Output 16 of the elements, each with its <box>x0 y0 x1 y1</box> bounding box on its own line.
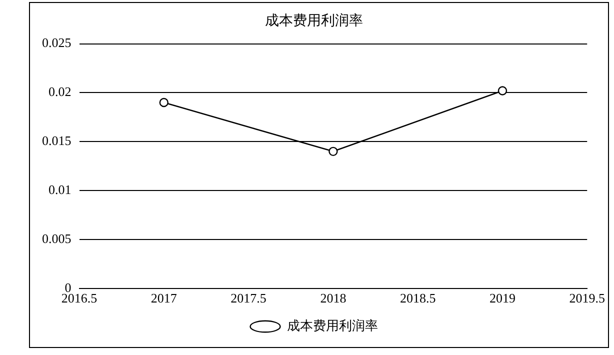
legend-label: 成本费用利润率 <box>286 318 378 333</box>
x-tick-label: 2018.5 <box>400 290 436 306</box>
y-tick-label: 0.015 <box>42 133 72 148</box>
y-tick-label: 0.01 <box>48 182 72 197</box>
x-tick-label: 2019.5 <box>569 290 605 306</box>
point <box>498 86 508 96</box>
point <box>328 146 338 156</box>
y-tick-label: 0.005 <box>42 230 72 246</box>
x-tick-label: 2017.5 <box>230 290 266 306</box>
x-tick-label: 2019 <box>489 290 516 306</box>
chart-title: 成本费用利润率 <box>265 13 363 30</box>
x-tick-label: 2018 <box>320 290 346 306</box>
point <box>159 98 168 108</box>
x-tick-label: 2017 <box>150 290 178 306</box>
y-tick-label: 0.025 <box>42 35 72 50</box>
y-tick-label: 0.02 <box>48 84 72 100</box>
